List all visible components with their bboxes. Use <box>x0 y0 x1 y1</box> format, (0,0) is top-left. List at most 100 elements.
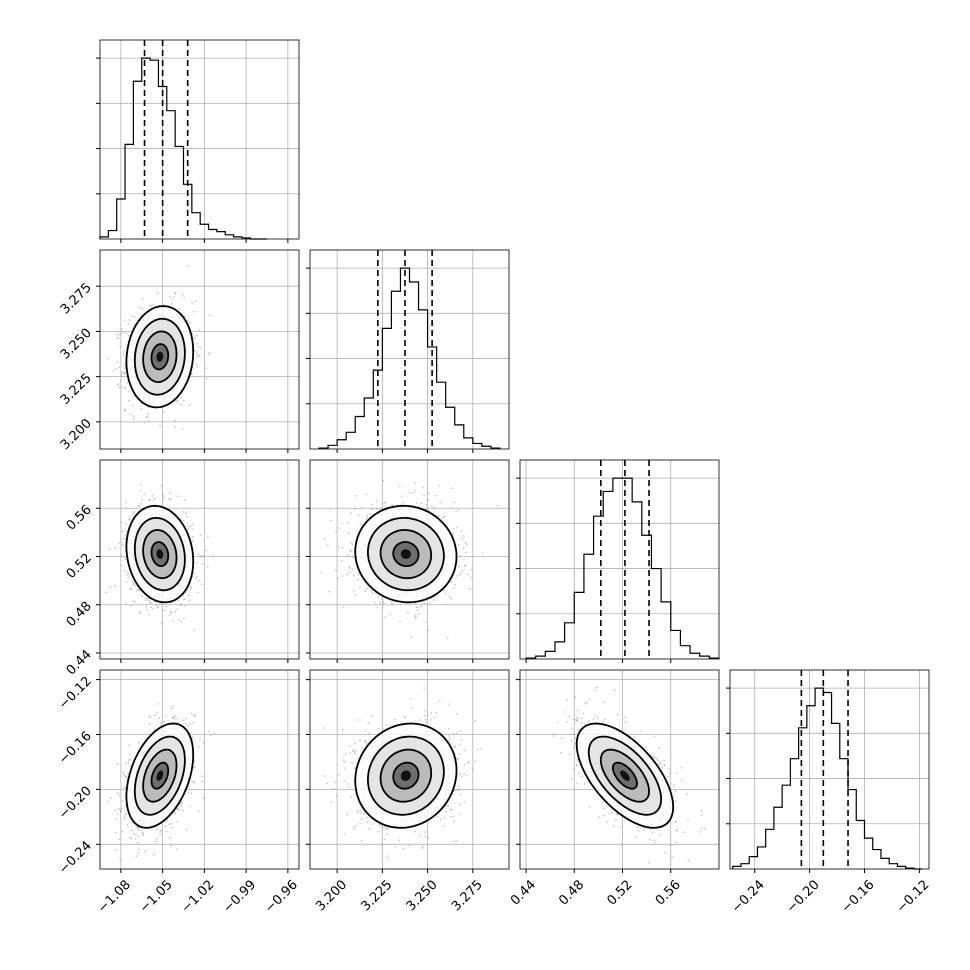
sample-point <box>460 530 463 533</box>
joint-panel-0-1 <box>99 249 300 467</box>
sample-point <box>183 617 186 619</box>
sample-point <box>120 385 123 388</box>
sample-point <box>137 848 140 851</box>
sample-point <box>195 575 198 578</box>
sample-point <box>134 601 136 604</box>
sample-point <box>408 845 411 847</box>
sample-point <box>138 829 140 831</box>
sample-point <box>414 489 417 492</box>
sample-point <box>346 813 348 816</box>
sample-point <box>352 589 355 592</box>
sample-point <box>212 554 215 557</box>
sample-point <box>123 786 126 789</box>
sample-point <box>201 780 204 783</box>
sample-point <box>116 333 118 336</box>
panel-frame <box>99 669 300 870</box>
sample-point <box>177 401 179 404</box>
contour-2 <box>133 516 186 592</box>
sample-point <box>182 510 185 513</box>
sample-point <box>448 735 451 737</box>
sample-point <box>144 597 147 600</box>
sample-point <box>455 758 458 761</box>
sample-point <box>121 800 124 802</box>
sample-point <box>146 609 148 611</box>
sample-point <box>469 588 472 590</box>
sample-point <box>389 613 391 616</box>
contour-2 <box>133 735 186 816</box>
sample-point <box>359 586 361 588</box>
sample-point <box>350 542 352 544</box>
sample-point <box>150 304 153 307</box>
samples <box>323 687 482 869</box>
sample-point <box>141 307 144 310</box>
sample-point <box>123 319 126 322</box>
sample-point <box>206 535 209 538</box>
joint-panel-0-2 <box>99 459 300 660</box>
sample-point <box>445 592 447 595</box>
sample-point <box>127 573 130 575</box>
sample-point <box>384 501 387 504</box>
sample-point <box>140 408 143 411</box>
sample-point <box>192 535 195 538</box>
sample-point <box>183 297 186 299</box>
sample-point <box>400 495 403 497</box>
sample-point <box>354 750 357 753</box>
sample-point <box>191 301 194 304</box>
sample-point <box>386 833 389 835</box>
density-fill <box>156 770 164 781</box>
sample-point <box>462 535 465 537</box>
sample-point <box>124 537 127 540</box>
sample-point <box>445 805 448 808</box>
contour-3 <box>125 722 195 829</box>
sample-point <box>185 722 187 725</box>
sample-point <box>139 611 141 614</box>
sample-point <box>128 744 131 747</box>
sample-point <box>133 465 135 467</box>
sample-point <box>147 419 150 422</box>
sample-point <box>107 800 110 803</box>
sample-point <box>180 518 183 520</box>
sample-point <box>337 527 340 529</box>
sample-point <box>124 602 127 605</box>
sample-point <box>152 303 155 306</box>
sample-point <box>354 594 357 597</box>
sample-point <box>459 743 461 746</box>
sample-point <box>125 762 127 765</box>
sample-point <box>191 537 193 539</box>
density-fill <box>156 549 164 559</box>
sample-point <box>132 580 135 582</box>
sample-point <box>139 489 142 492</box>
sample-point <box>129 605 132 607</box>
sample-point <box>145 605 148 608</box>
sample-point <box>376 606 379 609</box>
sample-point <box>148 498 151 501</box>
sample-point <box>427 837 430 839</box>
sample-point <box>148 723 151 725</box>
sample-point <box>122 537 125 540</box>
sample-point <box>424 709 427 712</box>
sample-point <box>458 543 460 546</box>
sample-point <box>361 506 364 509</box>
sample-point <box>391 504 393 507</box>
sample-point <box>208 730 211 733</box>
panel-frame <box>519 459 720 660</box>
sample-point <box>197 746 200 748</box>
sample-point <box>177 599 180 602</box>
sample-point <box>347 554 350 556</box>
sample-point <box>156 711 159 714</box>
sample-point <box>193 310 195 313</box>
sample-point <box>153 728 156 731</box>
sample-point <box>369 513 371 515</box>
sample-point <box>116 337 119 340</box>
sample-point <box>195 334 198 337</box>
sample-point <box>377 727 380 730</box>
sample-point <box>132 418 135 421</box>
sample-point <box>416 502 418 505</box>
sample-point <box>124 816 126 818</box>
sample-point <box>110 797 112 800</box>
sample-point <box>142 832 145 835</box>
sample-point <box>189 588 192 591</box>
sample-point <box>121 375 123 378</box>
sample-point <box>170 845 173 847</box>
sample-point <box>165 830 168 833</box>
